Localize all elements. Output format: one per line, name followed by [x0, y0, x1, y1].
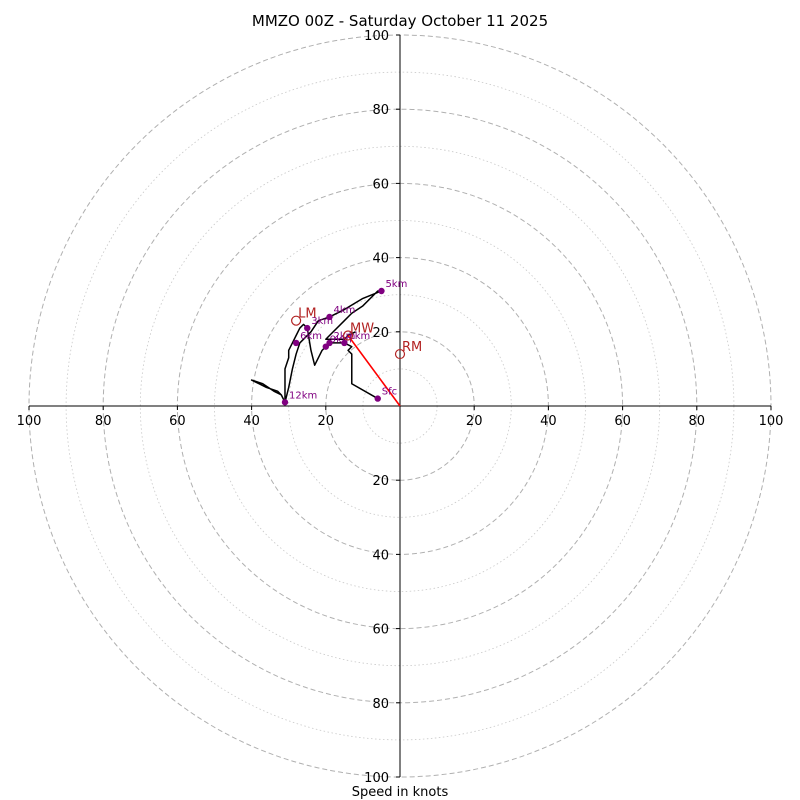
- x-tick-label: 40: [540, 414, 557, 429]
- height-label-9km: 9km: [330, 335, 352, 346]
- chart-title: MMZO 00Z - Saturday October 11 2025: [252, 12, 548, 30]
- y-tick-label: 20: [372, 474, 389, 489]
- height-label-12km: 12km: [289, 390, 317, 401]
- motion-label-mw: MW: [350, 322, 374, 337]
- x-tick-label: 20: [466, 414, 483, 429]
- tick-labels: 100 100 80 80 60 60 40 40 20 20 20 20 40 40 60 60 80 80 10…: [17, 29, 784, 786]
- x-tick-label: 40: [243, 414, 260, 429]
- height-marker-9km: [322, 343, 329, 350]
- height-label-4km: 4km: [334, 305, 356, 316]
- height-label-5km: 5km: [385, 279, 407, 290]
- y-tick-label: 100: [364, 29, 389, 44]
- motion-label-lm: LM: [298, 307, 316, 322]
- storm-motion-markers: LM MW RM: [291, 307, 422, 360]
- motion-marker-lm: [291, 315, 302, 326]
- hodograph-trace-group: [250, 290, 383, 404]
- height-label-1km: 1km: [348, 331, 370, 342]
- y-tick-label: 100: [364, 771, 389, 786]
- height-marker-6km: [292, 339, 300, 347]
- height-label-sfc: Sfc: [382, 387, 397, 398]
- y-tick-label: 60: [372, 177, 389, 192]
- y-tick-label: 60: [372, 623, 389, 638]
- motion-marker-rm: [394, 348, 406, 360]
- y-tick-label: 40: [372, 548, 389, 563]
- height-marker-3km: [304, 324, 311, 332]
- height-marker-sfc: [374, 395, 381, 402]
- x-tick-label: 80: [689, 414, 706, 429]
- height-label-3km: 3km: [311, 316, 333, 327]
- x-tick-label: 100: [759, 414, 784, 429]
- height-marker-1km: [341, 339, 348, 347]
- x-axis-label: Speed in knots: [352, 785, 449, 800]
- height-marker-4km: [326, 313, 333, 321]
- x-tick-label: 80: [95, 414, 112, 429]
- hodograph-trace: [250, 290, 383, 404]
- height-label-2km: 2km: [334, 331, 356, 342]
- height-marker-5km: [378, 287, 385, 295]
- x-tick-label: 20: [318, 414, 335, 429]
- y-tick-label: 80: [372, 103, 389, 118]
- motion-marker-mw: [342, 330, 354, 341]
- y-tick-label: 40: [372, 252, 389, 267]
- height-marker-12km: [281, 399, 289, 406]
- height-label-6km: 6km: [300, 331, 322, 342]
- y-tick-label: 80: [372, 697, 389, 712]
- x-tick-label: 60: [614, 414, 631, 429]
- shear-vector-group: [347, 335, 401, 407]
- x-tick-label: 100: [17, 414, 42, 429]
- y-tick-label: 20: [372, 326, 389, 341]
- motion-label-rm: RM: [402, 340, 422, 355]
- x-tick-label: 60: [169, 414, 186, 429]
- shear-vector: [347, 335, 401, 407]
